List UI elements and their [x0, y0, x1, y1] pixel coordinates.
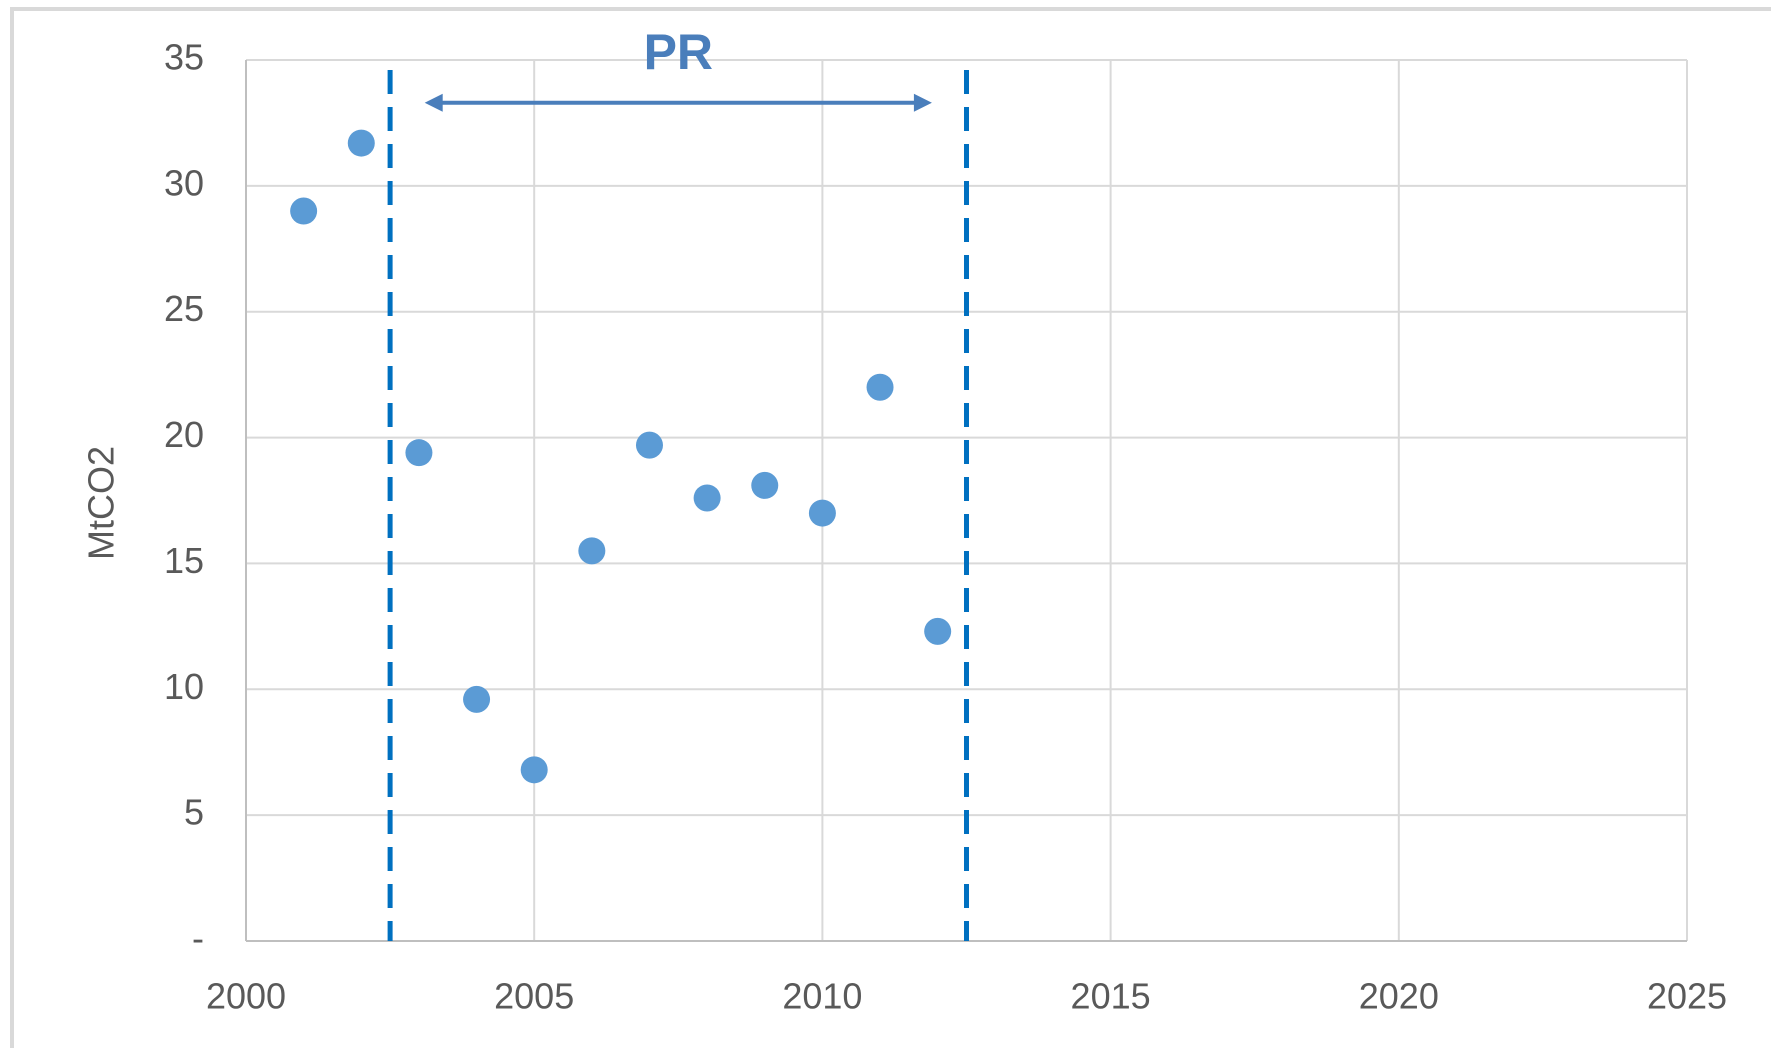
arrow-head — [424, 93, 443, 112]
y-tick-label: 10 — [164, 666, 204, 707]
data-point — [808, 499, 836, 527]
annotation-label: PR — [644, 24, 713, 80]
x-tick-label: 2005 — [494, 976, 574, 1017]
data-point — [290, 197, 318, 225]
data-point — [693, 484, 721, 512]
chart-frame — [10, 7, 1771, 1048]
data-point — [463, 685, 491, 713]
x-tick-label: 2015 — [1071, 976, 1151, 1017]
data-point — [405, 439, 433, 467]
data-point — [924, 617, 952, 645]
y-tick-label: 20 — [164, 414, 204, 455]
data-point — [347, 129, 375, 157]
data-point — [635, 431, 663, 459]
y-axis-label: MtCO2 — [81, 446, 122, 560]
y-tick-label: 30 — [164, 162, 204, 203]
y-tick-label: 5 — [184, 792, 204, 833]
x-tick-label: 2010 — [782, 976, 862, 1017]
data-point — [520, 756, 548, 784]
y-tick-label: 25 — [164, 288, 204, 329]
y-tick-label: 15 — [164, 540, 204, 581]
y-tick-label: - — [192, 918, 204, 959]
data-point — [751, 471, 779, 499]
x-tick-label: 2025 — [1647, 976, 1727, 1017]
y-tick-label: 35 — [164, 37, 204, 78]
data-point — [578, 537, 606, 565]
x-tick-label: 2000 — [206, 976, 286, 1017]
x-tick-label: 2020 — [1359, 976, 1439, 1017]
data-point — [866, 373, 894, 401]
arrow-head — [913, 93, 932, 112]
